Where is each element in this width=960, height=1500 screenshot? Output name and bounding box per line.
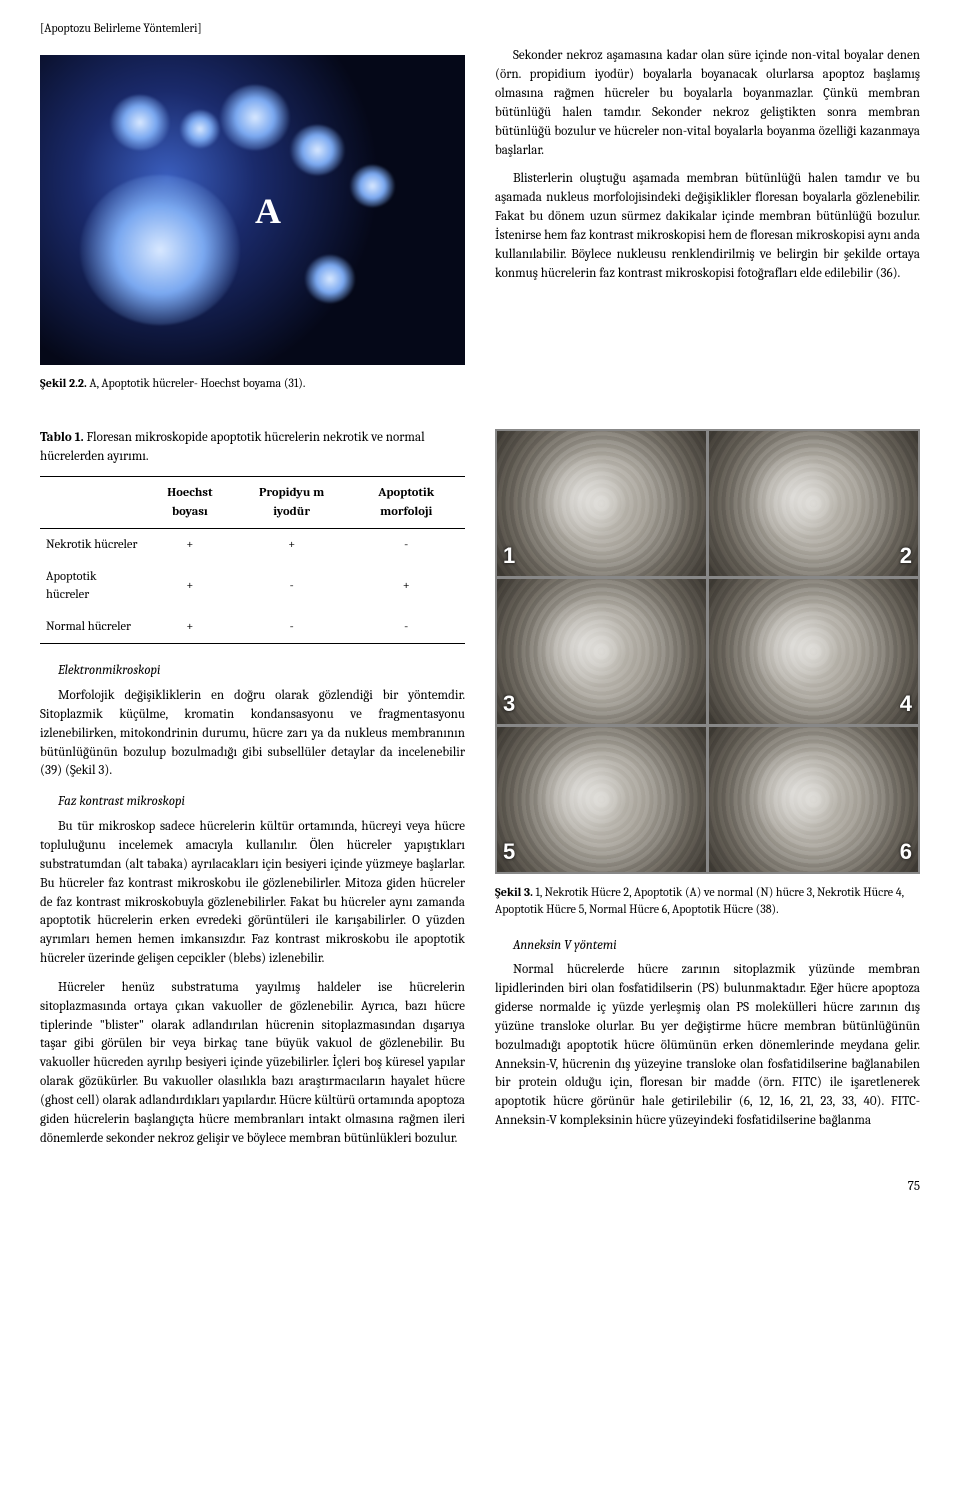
td: Apoptotik hücreler [40, 561, 144, 611]
em-panel: 5 [497, 727, 706, 872]
panel-number: 2 [900, 540, 912, 572]
td: - [236, 611, 348, 644]
paragraph: Morfolojik değişikliklerin en doğru olar… [40, 687, 465, 781]
td: Normal hücreler [40, 611, 144, 644]
td: + [144, 528, 236, 561]
table-label-rest: Floresan mikroskopide apoptotik hücreler… [40, 430, 425, 464]
caption-bold: Şekil 3. [495, 885, 533, 899]
top-right-col: Sekonder nekroz aşamasına kadar olan sür… [495, 47, 920, 410]
td: - [347, 611, 465, 644]
td: + [144, 561, 236, 611]
panel-number: 3 [503, 688, 515, 720]
caption-bold: Şekil 2.2. [40, 376, 87, 390]
paragraph: Bu tür mikroskop sadece hücrelerin kültü… [40, 818, 465, 969]
page-number: 75 [40, 1178, 920, 1197]
table-row: Apoptotik hücreler + - + [40, 561, 465, 611]
figure-2-2-caption: Şekil 2.2. A, Apoptotik hücreler- Hoechs… [40, 375, 465, 392]
td: - [347, 528, 465, 561]
bottom-block: Tablo 1. Floresan mikroskopide apoptotik… [40, 429, 920, 1159]
paragraph: Normal hücrelerde hücre zarının sitoplaz… [495, 961, 920, 1131]
panel-number: 1 [503, 540, 515, 572]
table-row: Normal hücreler + - - [40, 611, 465, 644]
paragraph: Blisterlerin oluştuğu aşamada membran bü… [495, 170, 920, 283]
figure-3-image-grid: 1 2 3 4 5 6 [495, 429, 920, 874]
caption-text: 1, Nekrotik Hücre 2, Apoptotik (A) ve no… [495, 885, 904, 916]
panel-number: 4 [900, 688, 912, 720]
paragraph: Sekonder nekroz aşamasına kadar olan sür… [495, 47, 920, 160]
section-elektronmikroskopi-title: Elektronmikroskopi [58, 662, 465, 681]
figure-3-caption: Şekil 3. 1, Nekrotik Hücre 2, Apoptotik … [495, 884, 920, 919]
table-label-bold: Tablo 1. [40, 430, 84, 445]
cell-blob [220, 85, 290, 150]
cell-blob [80, 175, 240, 325]
panel-number: 6 [900, 836, 912, 868]
td: + [236, 528, 348, 561]
page-header-tag: [Apoptozu Belirleme Yöntemleri] [40, 20, 920, 37]
top-block: A Şekil 2.2. A, Apoptotik hücreler- Hoec… [40, 47, 920, 410]
paragraph: Hücreler henüz substratuma yayılmış hald… [40, 979, 465, 1149]
th: Apoptotik morfoloji [347, 477, 465, 528]
figure-2-2-image: A [40, 55, 465, 365]
td: - [236, 561, 348, 611]
em-panel: 2 [709, 431, 918, 576]
td: + [144, 611, 236, 644]
table-1-title: Tablo 1. Floresan mikroskopide apoptotik… [40, 429, 465, 467]
bottom-right-col: 1 2 3 4 5 6 Şekil 3. 1, Nekrotik Hücre 2… [495, 429, 920, 1159]
em-panel: 4 [709, 579, 918, 724]
top-left-col: A Şekil 2.2. A, Apoptotik hücreler- Hoec… [40, 47, 465, 410]
section-anneksin-title: Anneksin V yöntemi [513, 937, 920, 956]
em-panel: 3 [497, 579, 706, 724]
bottom-left-col: Tablo 1. Floresan mikroskopide apoptotik… [40, 429, 465, 1159]
td: + [347, 561, 465, 611]
th: Propidyu m iyodür [236, 477, 348, 528]
figure-a-label: A [255, 185, 281, 237]
table-head-row: Hoechst boyası Propidyu m iyodür Apoptot… [40, 477, 465, 528]
em-panel: 1 [497, 431, 706, 576]
table-1: Hoechst boyası Propidyu m iyodür Apoptot… [40, 476, 465, 644]
section-faz-kontrast-title: Faz kontrast mikroskopi [58, 793, 465, 812]
panel-number: 5 [503, 836, 515, 868]
th: Hoechst boyası [144, 477, 236, 528]
table-row: Nekrotik hücreler + + - [40, 528, 465, 561]
td: Nekrotik hücreler [40, 528, 144, 561]
em-panel: 6 [709, 727, 918, 872]
th [40, 477, 144, 528]
caption-text: A, Apoptotik hücreler- Hoechst boyama (3… [87, 376, 306, 390]
